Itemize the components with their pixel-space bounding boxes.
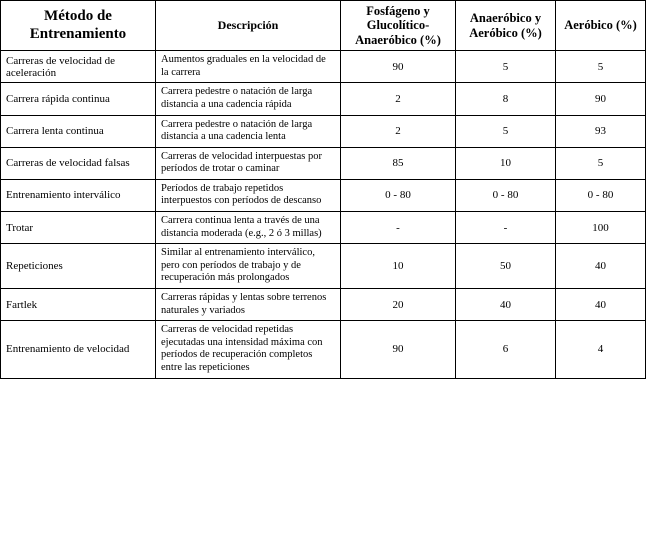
cell-metodo: Carreras de velocidad de aceleración: [1, 51, 156, 83]
cell-fosf: -: [341, 212, 456, 244]
cell-metodo: Entrenamiento de velocidad: [1, 321, 156, 378]
cell-anaerob: -: [456, 212, 556, 244]
cell-desc: Similar al entrenamiento interválico, pe…: [156, 244, 341, 289]
table-row: Entrenamiento interválico Períodos de tr…: [1, 179, 646, 211]
table-row: Trotar Carrera continua lenta a través d…: [1, 212, 646, 244]
table-row: Carreras de velocidad falsas Carreras de…: [1, 147, 646, 179]
cell-fosf: 2: [341, 115, 456, 147]
cell-fosf: 10: [341, 244, 456, 289]
cell-anaerob: 6: [456, 321, 556, 378]
cell-metodo: Trotar: [1, 212, 156, 244]
cell-aerob: 93: [556, 115, 646, 147]
cell-fosf: 2: [341, 83, 456, 115]
cell-metodo: Carrera lenta continua: [1, 115, 156, 147]
table-row: Carreras de velocidad de aceleración Aum…: [1, 51, 646, 83]
cell-desc: Carrera pedestre o natación de larga dis…: [156, 83, 341, 115]
col-header-metodo: Método de Entrenamiento: [1, 1, 156, 51]
cell-desc: Carreras rápidas y lentas sobre terrenos…: [156, 289, 341, 321]
table-row: Repeticiones Similar al entrenamiento in…: [1, 244, 646, 289]
cell-desc: Aumentos graduales en la velocidad de la…: [156, 51, 341, 83]
col-header-fosfageno: Fosfágeno y Glucolítico-Anaeróbico (%): [341, 1, 456, 51]
cell-aerob: 40: [556, 244, 646, 289]
cell-fosf: 90: [341, 321, 456, 378]
cell-anaerob: 10: [456, 147, 556, 179]
cell-desc: Períodos de trabajo repetidos interpuest…: [156, 179, 341, 211]
cell-fosf: 85: [341, 147, 456, 179]
cell-anaerob: 0 - 80: [456, 179, 556, 211]
cell-desc: Carreras de velocidad repetidas ejecutad…: [156, 321, 341, 378]
cell-anaerob: 5: [456, 51, 556, 83]
col-header-aerobico: Aeróbico (%): [556, 1, 646, 51]
table-body: Carreras de velocidad de aceleración Aum…: [1, 51, 646, 378]
cell-desc: Carrera continua lenta a través de una d…: [156, 212, 341, 244]
table-header-row: Método de Entrenamiento Descripción Fosf…: [1, 1, 646, 51]
cell-aerob: 40: [556, 289, 646, 321]
cell-anaerob: 5: [456, 115, 556, 147]
cell-fosf: 90: [341, 51, 456, 83]
cell-aerob: 5: [556, 51, 646, 83]
cell-fosf: 20: [341, 289, 456, 321]
cell-aerob: 90: [556, 83, 646, 115]
cell-aerob: 100: [556, 212, 646, 244]
cell-desc: Carrera pedestre o natación de larga dis…: [156, 115, 341, 147]
table-row: Entrenamiento de velocidad Carreras de v…: [1, 321, 646, 378]
table-row: Fartlek Carreras rápidas y lentas sobre …: [1, 289, 646, 321]
cell-anaerob: 40: [456, 289, 556, 321]
cell-fosf: 0 - 80: [341, 179, 456, 211]
col-header-descripcion: Descripción: [156, 1, 341, 51]
cell-anaerob: 8: [456, 83, 556, 115]
cell-metodo: Carreras de velocidad falsas: [1, 147, 156, 179]
cell-desc: Carreras de velocidad interpuestas por p…: [156, 147, 341, 179]
cell-aerob: 4: [556, 321, 646, 378]
table-row: Carrera rápida continua Carrera pedestre…: [1, 83, 646, 115]
cell-metodo: Carrera rápida continua: [1, 83, 156, 115]
table-row: Carrera lenta continua Carrera pedestre …: [1, 115, 646, 147]
cell-metodo: Entrenamiento interválico: [1, 179, 156, 211]
cell-aerob: 0 - 80: [556, 179, 646, 211]
cell-anaerob: 50: [456, 244, 556, 289]
cell-metodo: Fartlek: [1, 289, 156, 321]
cell-metodo: Repeticiones: [1, 244, 156, 289]
cell-aerob: 5: [556, 147, 646, 179]
col-header-anaerobico: Anaeróbico y Aeróbico (%): [456, 1, 556, 51]
training-methods-table: Método de Entrenamiento Descripción Fosf…: [0, 0, 646, 379]
